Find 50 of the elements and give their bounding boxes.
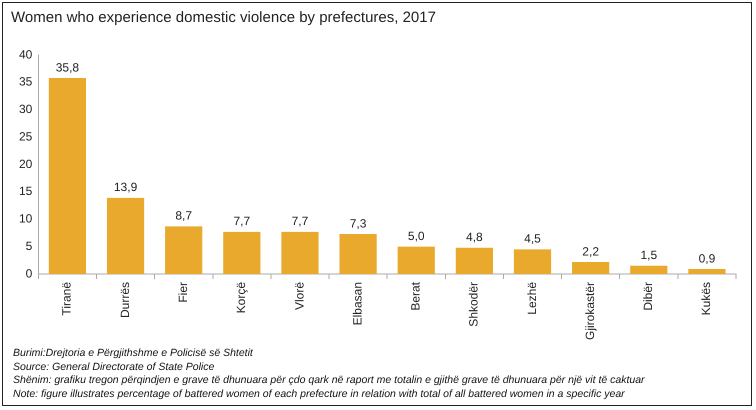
bar [398,246,435,274]
data-label: 0,9 [698,251,716,266]
data-label: 4,8 [466,230,484,244]
x-tick-label: Lezhë [524,282,539,315]
x-tick-label: Gjirokastër [582,282,597,340]
chart-title: Women who experience domestic violence by prefectures, 2017 [11,9,436,26]
bar [630,266,668,274]
bar [456,248,493,274]
x-tick-label: Berat [408,281,423,311]
bar [281,232,319,274]
x-tick-label: Dibër [641,282,656,311]
bar [223,232,260,274]
data-label: 7,7 [233,214,250,228]
bar [340,234,377,274]
bar [106,198,144,274]
data-label: 1,5 [640,248,658,262]
bar [48,78,86,274]
x-tick-label: Vlorë [292,282,306,310]
source-note: Source: General Directorate of State Police [13,360,216,374]
x-tick-label: Durrës [118,282,132,318]
y-tick-label: 20 [18,156,33,171]
y-tick-label: 40 [18,47,33,62]
data-label: 5,0 [408,228,425,243]
y-tick-label: 15 [18,184,33,198]
data-label: 4,5 [524,232,542,246]
bar [165,226,202,274]
text: Shënim: grafiku tregon përqindjen e grave të dhunuara për çdo qark në raport me totalin e gjithë grave të dhunuara për një vit të caktuar [13,374,645,388]
data-label: 8,7 [175,208,192,223]
y-tick-label: 30 [18,102,33,116]
y-tick-label: 10 [18,212,33,226]
bar [514,249,552,274]
data-label: 35,8 [56,60,80,74]
y-tick-label: 25 [18,129,33,144]
x-tick-label: Fier [176,282,190,303]
data-label: 7,3 [350,216,367,230]
x-tick-label: Korçë [234,282,248,314]
x-tick-label: Shkodër [466,282,481,327]
bar [688,269,726,274]
data-label: 2,2 [582,244,600,258]
text: Note: figure illustrates percentage of battered women of each prefecture in relation with total of all battered women in a specific year [13,388,626,401]
x-tick-label: Elbasan [350,282,364,326]
y-tick-label: 5 [26,238,33,253]
text: Burimi:Drejtoria e Përgjithshme e Policisë së Shtetit [13,347,254,360]
x-tick-label: Tiranë [60,282,74,316]
y-tick-label: 0 [26,266,33,280]
data-label: 7,7 [292,214,309,228]
x-tick-label: Kukës [699,282,714,316]
bar [572,262,610,274]
y-tick-label: 35 [18,74,33,89]
data-label: 13,9 [114,180,138,194]
